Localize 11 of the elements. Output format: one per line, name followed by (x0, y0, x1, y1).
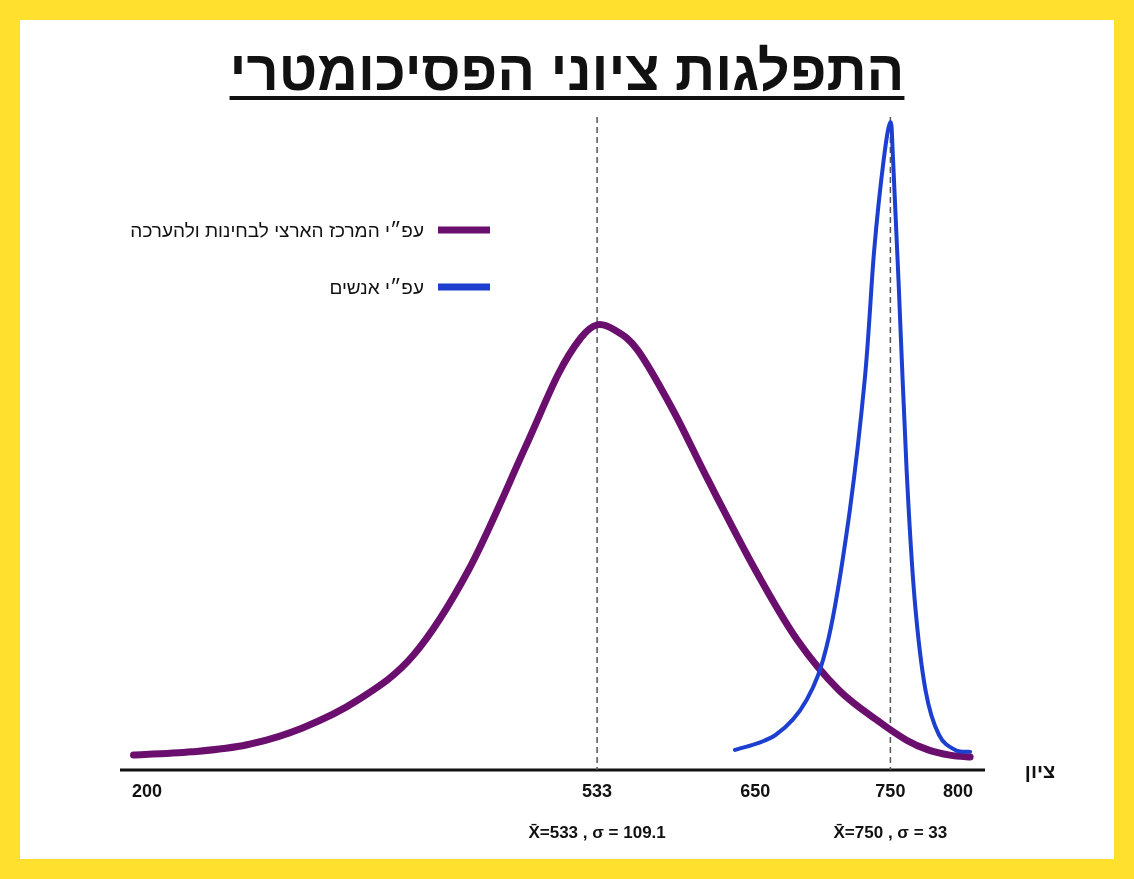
x-tick-label: 750 (875, 781, 906, 801)
legend-label: עפ״י המרכז הארצי לבחינות ולהערכה (130, 220, 424, 241)
x-axis-title: ציון (1024, 760, 1056, 782)
x-tick-label: 650 (740, 781, 771, 801)
x-tick-label: 533 (582, 781, 613, 801)
x-tick-label: 200 (132, 781, 163, 801)
text: X̄=750 , σ = 33 (833, 823, 948, 842)
chart-title: התפלגות ציוני הפסיכומטרי (229, 39, 905, 102)
legend-label: עפ״י אנשים (329, 277, 424, 298)
x-tick-label: 800 (942, 781, 973, 801)
text: X̄=533 , σ = 109.1 (528, 823, 666, 842)
